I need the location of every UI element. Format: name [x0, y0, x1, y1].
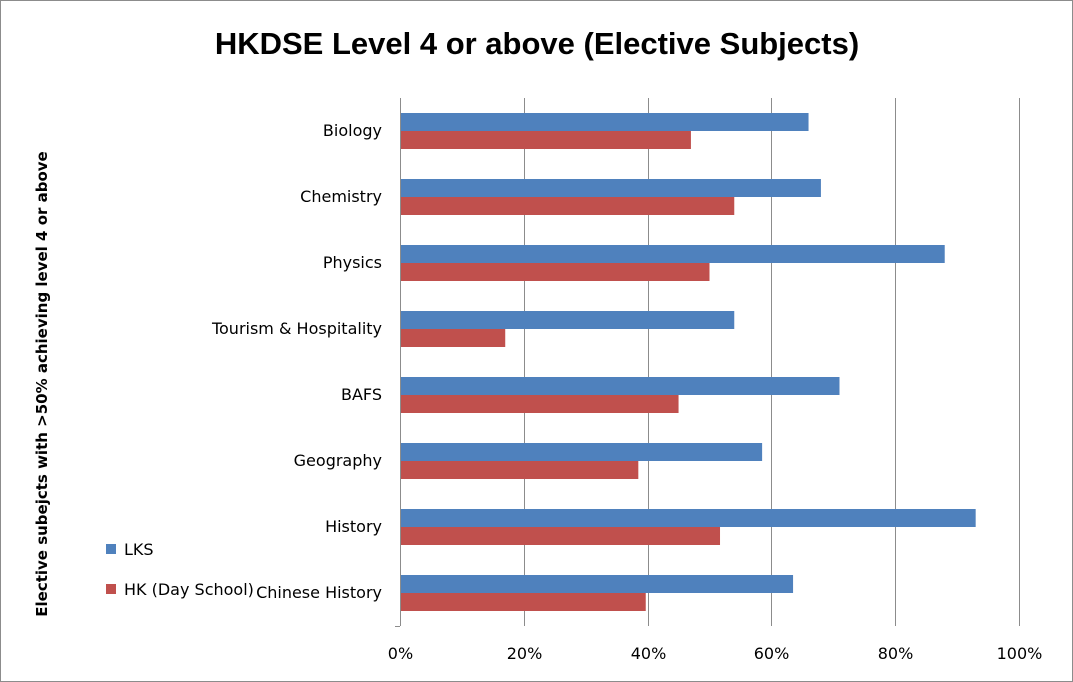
x-tick-label: 40% [631, 644, 667, 663]
bar [401, 395, 679, 413]
category-labels: Biology Chemistry Physics Tourism & Hospita… [211, 121, 382, 602]
bar [401, 179, 821, 197]
x-tick-label: 60% [754, 644, 790, 663]
x-tick-label: 0% [388, 644, 413, 663]
y-axis-label: Elective subejcts with >50% achieving le… [33, 151, 51, 616]
bar [401, 329, 506, 347]
bars [401, 113, 976, 611]
bar [401, 377, 840, 395]
legend: LKS HK (Day School) [106, 540, 254, 599]
x-tick-label: 80% [878, 644, 914, 663]
legend-swatch [106, 584, 116, 594]
category-label: History [325, 517, 382, 536]
bar [401, 311, 735, 329]
category-label: Geography [294, 451, 382, 470]
category-label: Chinese History [256, 583, 382, 602]
x-tick-label: 100% [997, 644, 1043, 663]
legend-swatch [106, 544, 116, 554]
bar [401, 593, 646, 611]
bar [401, 509, 976, 527]
gridlines [395, 98, 1020, 627]
bar [401, 575, 794, 593]
bar [401, 443, 763, 461]
bar [401, 131, 691, 149]
legend-label: HK (Day School) [124, 580, 254, 599]
x-tick-label: 20% [507, 644, 543, 663]
bar [401, 245, 945, 263]
bar [401, 263, 710, 281]
legend-label: LKS [124, 540, 154, 559]
bar [401, 197, 735, 215]
category-label: Physics [323, 253, 382, 272]
bar [401, 461, 639, 479]
category-label: Biology [323, 121, 382, 140]
x-tick-labels: 0% 20% 40% 60% 80% 100% [388, 644, 1043, 663]
bar [401, 113, 809, 131]
bar [401, 527, 721, 545]
category-label: Chemistry [300, 187, 382, 206]
category-label: BAFS [341, 385, 382, 404]
category-label: Tourism & Hospitality [211, 319, 382, 338]
chart-title: HKDSE Level 4 or above (Elective Subject… [215, 26, 859, 61]
